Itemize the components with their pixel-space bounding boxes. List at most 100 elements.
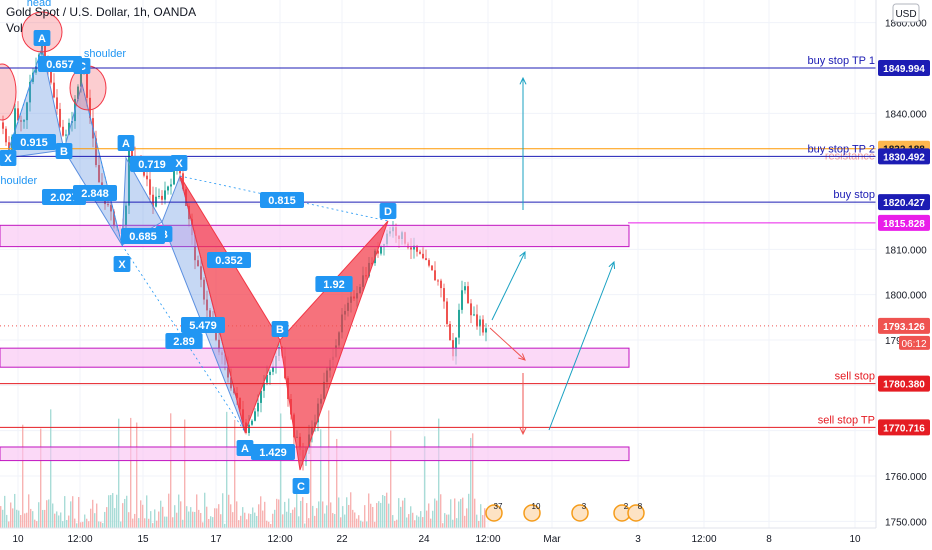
volume-bar (404, 497, 406, 528)
volume-bar (356, 518, 358, 528)
projection-arrows (489, 76, 616, 436)
volume-bar (410, 506, 412, 528)
volume-bar (202, 522, 204, 528)
volume-bar (450, 499, 452, 528)
ratio-label-box (260, 192, 304, 208)
volume-bar (206, 506, 208, 528)
volume-bar (64, 496, 66, 528)
candle-body (473, 314, 475, 316)
ratio-label: 0.815 (268, 195, 296, 207)
volume-bar (156, 520, 158, 528)
price-level-tag: 1780.380 (883, 380, 925, 391)
currency-badge[interactable]: USD (895, 9, 916, 20)
candle-body (476, 314, 478, 327)
volume-bar (258, 504, 260, 528)
level-line-text: buy stop TP 1 (808, 55, 875, 67)
event-flag-icon[interactable] (627, 504, 645, 522)
pattern-labels: ACBXAXBXDBAC0.6570.9152.0272.8480.7190.6… (0, 0, 397, 494)
volume-bar (278, 499, 280, 528)
volume-bar (448, 514, 450, 528)
volume-bar (8, 521, 10, 528)
volume-bar (112, 493, 114, 528)
event-flag-icon[interactable] (571, 504, 589, 522)
candle-body (152, 194, 154, 207)
symbol-title[interactable]: Gold Spot / U.S. Dollar, 1h, OANDA (6, 5, 197, 19)
volume-bar (314, 515, 316, 528)
volume-bar (48, 499, 50, 528)
volume-bar (104, 511, 106, 528)
candle-body (197, 260, 199, 267)
candle-body (440, 280, 442, 289)
candle-body (95, 138, 97, 166)
harmonic-patterns (0, 11, 389, 471)
arrow-head (608, 260, 616, 270)
volume-bar (184, 419, 186, 528)
volume-bar (130, 417, 132, 528)
volume-bar (384, 496, 386, 528)
volume-bar (18, 510, 20, 528)
volume-bar (330, 502, 332, 528)
point-label-a-box (117, 135, 135, 151)
candle-body (80, 70, 82, 87)
volume-bar (28, 494, 30, 528)
volume-bar (246, 519, 248, 528)
volume-bar (200, 512, 202, 528)
volume-bar (58, 515, 60, 528)
volume-bar (418, 516, 420, 528)
y-tick-label: 1800.000 (885, 291, 927, 302)
volume-bar (424, 436, 426, 528)
candle-body (35, 66, 37, 73)
volume-bar (128, 512, 130, 528)
price-level-tag: 1770.716 (883, 423, 925, 434)
price-level-tag-box (878, 214, 930, 231)
volume-bar (478, 520, 480, 528)
volume-bar (102, 523, 104, 528)
volume-label[interactable]: Vol (6, 21, 23, 35)
volume-bar (152, 523, 154, 528)
volume-bar (328, 410, 330, 528)
chart-header: Gold Spot / U.S. Dollar, 1h, OANDA Vol (6, 4, 196, 36)
volume-bar (122, 503, 124, 528)
volume-bar (234, 419, 236, 528)
event-flag-icon[interactable] (485, 504, 503, 522)
arrow-line (491, 251, 526, 321)
volume-bar (90, 508, 92, 528)
volume-bar (84, 514, 86, 528)
candle-body (173, 168, 175, 185)
volume-bar (280, 413, 282, 528)
currency-badge-box[interactable] (892, 3, 920, 23)
candle-body (434, 270, 436, 281)
volume-bar (210, 516, 212, 528)
volume-bar (208, 518, 210, 528)
volume-bar (222, 493, 224, 528)
candle-body (479, 319, 481, 327)
volume-bar (344, 514, 346, 528)
candle-body (461, 290, 463, 310)
volume-bar (228, 494, 230, 528)
candle-body (455, 337, 457, 357)
volume-bar (372, 507, 374, 528)
candle-body (200, 266, 202, 280)
candle-body (248, 424, 250, 433)
candle-body (410, 247, 412, 250)
volume-bar (484, 508, 486, 528)
volume-bar (242, 507, 244, 528)
y-tick-label: 1750.000 (885, 517, 927, 528)
volume-bar (326, 505, 328, 528)
volume-bar (134, 513, 136, 528)
ratio-label-box (38, 56, 82, 72)
ratio-label: 0.657 (46, 59, 74, 71)
volume-bar (126, 495, 128, 528)
level-line-text: sell stop TP (818, 414, 875, 426)
volume-bar (30, 508, 32, 528)
volume-bar (362, 521, 364, 528)
volume-bar (386, 492, 388, 528)
event-flag-icon[interactable] (523, 504, 541, 522)
volume-bar (334, 514, 336, 528)
volume-bar (178, 494, 180, 528)
candle-body (53, 82, 55, 98)
candle-body (26, 102, 28, 121)
ratio-label: 2.848 (81, 188, 109, 200)
